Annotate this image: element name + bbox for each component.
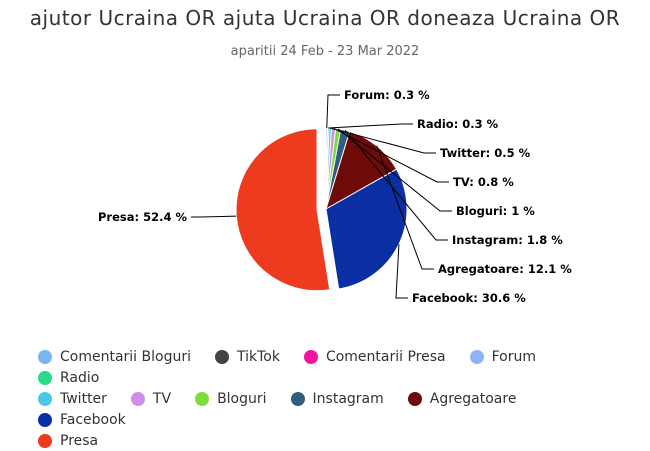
legend-row: Presa bbox=[38, 430, 628, 451]
legend-swatch-agregatoare bbox=[407, 391, 422, 406]
legend-item-tiktok[interactable]: TikTok bbox=[214, 346, 280, 367]
legend-item-twitter[interactable]: Twitter bbox=[38, 388, 107, 409]
legend-row: Twitter TV Bloguri Instagram Agregatoare Face… bbox=[38, 388, 628, 430]
legend-swatch-instagram bbox=[290, 391, 305, 406]
data-label-agregatoare: Agregatoare: 12.1 % bbox=[438, 262, 572, 276]
data-label-forum: Forum: 0.3 % bbox=[344, 88, 430, 102]
legend-swatch-radio bbox=[38, 370, 52, 385]
data-label-tv: TV: 0.8 % bbox=[453, 175, 514, 189]
legend-row: Comentarii Bloguri TikTok Comentarii Presa… bbox=[38, 346, 628, 388]
chart-subtitle: aparitii 24 Feb - 23 Mar 2022 bbox=[230, 44, 420, 59]
chart-title: ajutor Ucraina OR ajuta Ucraina OR donea… bbox=[29, 6, 621, 30]
connector-forum bbox=[326, 94, 340, 129]
data-label-presa: Presa: 52.4 % bbox=[98, 210, 187, 224]
legend-label-presa: Presa bbox=[60, 432, 99, 449]
legend-item-facebook[interactable]: Facebook bbox=[38, 409, 126, 430]
pie-chart: Forum: 0.3 % Radio: 0.3 % Twitter: 0.5 % TV… bbox=[98, 88, 572, 305]
data-label-facebook: Facebook: 30.6 % bbox=[412, 291, 526, 305]
legend-item-comentarii-presa[interactable]: Comentarii Presa bbox=[303, 346, 446, 367]
pie-slice-facebook[interactable] bbox=[325, 168, 408, 290]
legend-swatch-forum bbox=[469, 349, 484, 364]
connector-facebook bbox=[395, 244, 408, 299]
connector-agregatoare bbox=[376, 145, 434, 270]
legend-label-facebook: Facebook bbox=[60, 411, 126, 428]
data-label-instagram: Instagram: 1.8 % bbox=[452, 233, 563, 247]
legend-swatch-twitter bbox=[38, 391, 52, 406]
legend-item-tv[interactable]: TV bbox=[130, 388, 172, 409]
legend-label-bloguri: Bloguri bbox=[217, 390, 267, 407]
legend-label-radio: Radio bbox=[60, 369, 100, 386]
connector-presa bbox=[191, 215, 237, 218]
legend-swatch-comentarii-bloguri bbox=[38, 349, 52, 364]
legend-item-agregatoare[interactable]: Agregatoare bbox=[407, 388, 517, 409]
legend-label-tiktok: TikTok bbox=[236, 348, 280, 365]
connector-twitter bbox=[330, 127, 436, 154]
data-label-twitter: Twitter: 0.5 % bbox=[440, 146, 531, 160]
legend-swatch-comentarii-presa bbox=[303, 349, 318, 364]
pie-slice-presa[interactable] bbox=[235, 128, 331, 292]
connector-instagram bbox=[344, 129, 448, 241]
legend-item-comentarii-bloguri[interactable]: Comentarii Bloguri bbox=[38, 346, 191, 367]
legend-swatch-tiktok bbox=[214, 349, 229, 364]
legend-label-agregatoare: Agregatoare bbox=[429, 390, 517, 407]
legend-swatch-tv bbox=[130, 391, 145, 406]
legend-label-comentarii-presa: Comentarii Presa bbox=[325, 348, 446, 365]
legend-item-instagram[interactable]: Instagram bbox=[290, 388, 384, 409]
legend-item-presa[interactable]: Presa bbox=[38, 430, 98, 451]
data-label-radio: Radio: 0.3 % bbox=[417, 117, 499, 131]
connector-bloguri bbox=[337, 128, 452, 212]
legend-item-bloguri[interactable]: Bloguri bbox=[195, 388, 267, 409]
legend-label-comentarii-bloguri: Comentarii Bloguri bbox=[60, 348, 191, 365]
legend: Comentarii Bloguri TikTok Comentarii Presa… bbox=[38, 346, 628, 451]
legend-swatch-facebook bbox=[38, 412, 52, 427]
connector-tv bbox=[333, 127, 449, 183]
legend-label-twitter: Twitter bbox=[60, 390, 107, 407]
legend-label-instagram: Instagram bbox=[312, 390, 384, 407]
legend-swatch-bloguri bbox=[195, 391, 210, 406]
legend-item-forum[interactable]: Forum bbox=[469, 346, 536, 367]
legend-item-radio[interactable]: Radio bbox=[38, 367, 99, 388]
legend-swatch-presa bbox=[38, 433, 52, 448]
legend-label-tv: TV bbox=[152, 390, 172, 407]
data-label-bloguri: Bloguri: 1 % bbox=[456, 204, 535, 218]
legend-label-forum: Forum bbox=[491, 348, 536, 365]
connector-radio bbox=[328, 123, 413, 129]
